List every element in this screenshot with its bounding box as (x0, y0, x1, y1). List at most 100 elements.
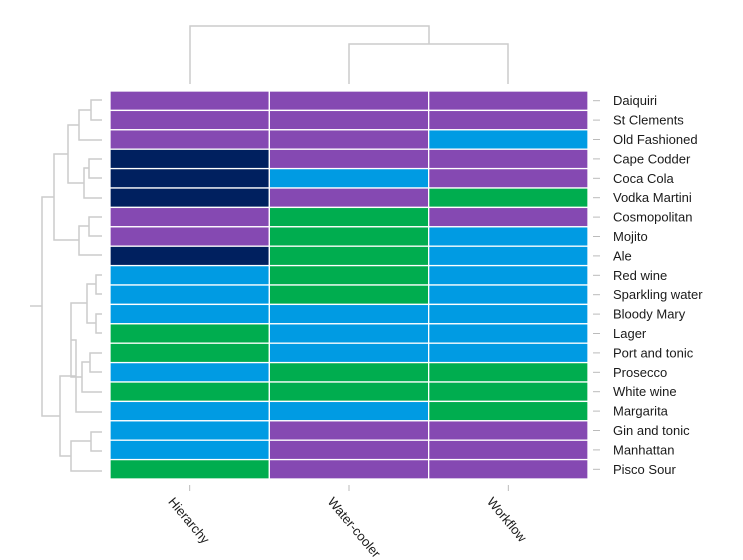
heatmap-cell-14-2 (268, 342, 430, 364)
heatmap-cell-16-1 (109, 381, 270, 403)
dendrogram-branch (78, 225, 102, 256)
dendrogram-branch (70, 440, 102, 472)
heatmap-cell-10-2 (268, 264, 430, 286)
dendrogram-branch (86, 283, 96, 324)
column-dendrogram (189, 25, 509, 84)
row-labels: Daiquiri St Clements Old Fashioned Cape Cod… (613, 93, 703, 477)
heatmap-cell-9-1 (109, 245, 270, 267)
heatmap-cell-1-3 (428, 90, 589, 112)
heatmap-cell-3-2 (268, 129, 430, 150)
dendrogram-branch (59, 375, 76, 457)
row-label: Gin and tonic (613, 423, 690, 438)
dendrogram-branch (90, 99, 102, 121)
heatmap-cell-5-2 (268, 167, 430, 189)
dendrogram-branch (83, 167, 102, 199)
heatmap-cell-11-1 (109, 284, 270, 306)
heatmap-cell-13-2 (268, 323, 430, 344)
row-label: Coca Cola (613, 171, 674, 186)
heatmap-cell-15-1 (109, 361, 270, 383)
column-ticks (189, 485, 509, 491)
heatmap-cell-19-2 (268, 439, 430, 461)
dendrogram-branch (189, 25, 430, 84)
dendrogram-branch (89, 352, 102, 373)
row-label: Ale (613, 248, 632, 263)
heatmap-cell-3-3 (428, 129, 589, 150)
column-label: Hierarchy (165, 494, 213, 547)
heatmap-cell-20-1 (109, 458, 270, 480)
row-label: Vodka Martini (613, 190, 692, 205)
heatmap-cell-14-1 (109, 342, 270, 364)
row-ticks (593, 100, 600, 470)
heatmap-cell-9-3 (428, 245, 589, 267)
heatmap-cells (109, 90, 589, 480)
heatmap-cell-20-3 (428, 458, 589, 480)
heatmap-cell-16-2 (268, 381, 430, 403)
row-label: Daiquiri (613, 93, 657, 108)
heatmap-cell-15-3 (428, 361, 589, 383)
heatmap-cell-12-2 (268, 303, 430, 325)
row-label: Bloody Mary (613, 307, 686, 322)
heatmap-cell-6-2 (268, 187, 430, 209)
heatmap-cell-2-2 (268, 109, 430, 131)
heatmap-cell-4-2 (268, 148, 430, 170)
heatmap-cell-10-1 (109, 264, 270, 286)
dendrogram-branch (95, 274, 102, 295)
row-dendrogram (30, 99, 102, 472)
row-label: White wine (613, 384, 677, 399)
heatmap-cell-3-1 (109, 129, 270, 150)
row-label: Sparkling water (613, 287, 703, 302)
heatmap-cell-6-1 (109, 187, 270, 209)
heatmap-cell-17-2 (268, 400, 430, 422)
heatmap-cell-12-3 (428, 303, 589, 325)
row-label: Old Fashioned (613, 132, 698, 147)
dendrogram-branch (53, 153, 79, 241)
heatmap-cell-9-2 (268, 245, 430, 267)
dendrogram-branch (88, 216, 102, 237)
heatmap-cell-16-3 (428, 381, 589, 403)
heatmap-cell-18-3 (428, 420, 589, 441)
heatmap-cell-17-1 (109, 400, 270, 422)
row-label: St Clements (613, 113, 684, 128)
heatmap-cell-19-1 (109, 439, 270, 461)
heatmap-cell-13-1 (109, 323, 270, 344)
heatmap-cell-11-3 (428, 284, 589, 306)
heatmap-cell-8-3 (428, 226, 589, 247)
heatmap-cell-17-3 (428, 400, 589, 422)
dendrogram-branch (81, 361, 102, 393)
heatmap-cell-20-2 (268, 458, 430, 480)
heatmap-cell-14-3 (428, 342, 589, 364)
heatmap-cell-10-3 (428, 264, 589, 286)
heatmap-cell-1-2 (268, 90, 430, 112)
heatmap-cell-12-1 (109, 303, 270, 325)
column-label: Workflow (484, 494, 530, 545)
heatmap-cell-18-1 (109, 420, 270, 441)
column-labels: Hierarchy Water-cooler Workflow (165, 494, 530, 560)
heatmap-cell-2-1 (109, 109, 270, 131)
dendrogram-branch (67, 124, 84, 184)
heatmap-cell-11-2 (268, 284, 430, 306)
heatmap-cell-1-1 (109, 90, 270, 112)
dendrogram-branch (88, 158, 102, 179)
dendrogram-branch (41, 196, 60, 417)
heatmap-cell-18-2 (268, 420, 430, 441)
row-label: Manhattan (613, 442, 674, 457)
heatmap-cell-7-1 (109, 206, 270, 228)
heatmap-cell-7-3 (428, 206, 589, 228)
row-label: Pisco Sour (613, 462, 677, 477)
heatmap-cell-5-3 (428, 167, 589, 189)
heatmap-cell-4-1 (109, 148, 270, 170)
row-label: Lager (613, 326, 647, 341)
heatmap-cell-19-3 (428, 439, 589, 461)
heatmap-cell-8-2 (268, 226, 430, 247)
row-label: Port and tonic (613, 345, 694, 360)
heatmap-cell-2-3 (428, 109, 589, 131)
heatmap-cell-5-1 (109, 167, 270, 189)
heatmap-cell-8-1 (109, 226, 270, 247)
row-label: Mojito (613, 229, 648, 244)
dendrogram-branch (90, 431, 102, 452)
heatmap-cell-4-3 (428, 148, 589, 170)
row-label: Cape Codder (613, 151, 691, 166)
row-label: Prosecco (613, 365, 667, 380)
heatmap-cell-15-2 (268, 361, 430, 383)
